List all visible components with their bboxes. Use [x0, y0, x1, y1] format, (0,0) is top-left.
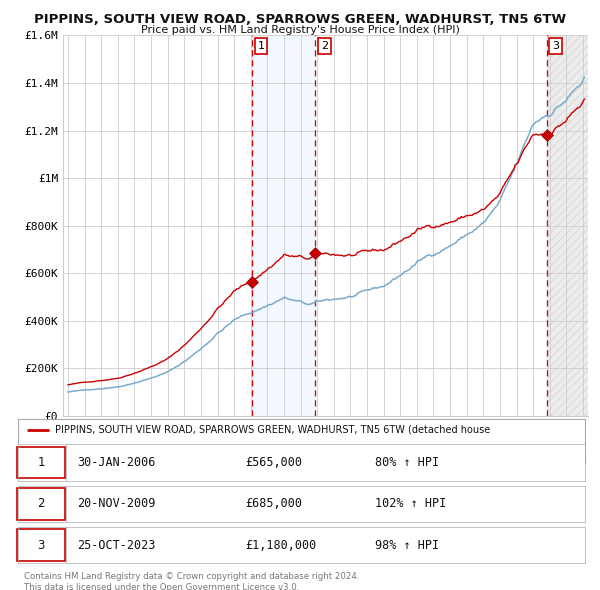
HPI: Average price, detached house, Wealden: (2e+03, 1.9e+05): Average price, detached house, Wealden: … — [166, 367, 173, 374]
Text: 2: 2 — [321, 41, 328, 51]
Bar — [547, 35, 599, 416]
HPI: Average price, detached house, Wealden: (2.01e+03, 4.76e+05): Average price, detached house, Wealden: … — [300, 299, 307, 306]
HPI: Average price, detached house, Wealden: (2e+03, 2.12e+05): Average price, detached house, Wealden: … — [175, 362, 182, 369]
Text: 1: 1 — [257, 41, 265, 51]
FancyBboxPatch shape — [17, 447, 65, 478]
HPI: Average price, detached house, Wealden: (2.02e+03, 6.74e+05): Average price, detached house, Wealden: … — [423, 252, 430, 259]
HPI: Average price, detached house, Wealden: (2.03e+03, 1.42e+06): Average price, detached house, Wealden: … — [581, 74, 588, 81]
Text: 3: 3 — [552, 41, 559, 51]
Text: PIPPINS, SOUTH VIEW ROAD, SPARROWS GREEN, WADHURST, TN5 6TW (detached house: PIPPINS, SOUTH VIEW ROAD, SPARROWS GREEN… — [55, 425, 490, 435]
HPI: Average price, detached house, Wealden: (2e+03, 1.01e+05): Average price, detached house, Wealden: … — [64, 388, 71, 395]
Text: 1: 1 — [37, 456, 45, 469]
Text: Price paid vs. HM Land Registry's House Price Index (HPI): Price paid vs. HM Land Registry's House … — [140, 25, 460, 35]
Text: PIPPINS, SOUTH VIEW ROAD, SPARROWS GREEN, WADHURST, TN5 6TW: PIPPINS, SOUTH VIEW ROAD, SPARROWS GREEN… — [34, 13, 566, 26]
HPI: Average price, detached house, Wealden: (2e+03, 1.76e+05): Average price, detached house, Wealden: … — [158, 371, 166, 378]
Text: £685,000: £685,000 — [245, 497, 302, 510]
PIPPINS, SOUTH VIEW ROAD, SPARROWS GREEN, WADHURST, TN5 6TW (detached house — [574, 104, 581, 112]
FancyBboxPatch shape — [17, 488, 65, 520]
PIPPINS, SOUTH VIEW ROAD, SPARROWS GREEN, WADHURST, TN5 6TW (detached house — [166, 353, 173, 360]
Bar — [547, 35, 599, 416]
PIPPINS, SOUTH VIEW ROAD, SPARROWS GREEN, WADHURST, TN5 6TW (detached house — [64, 381, 71, 388]
Bar — [252, 35, 316, 416]
Text: 2: 2 — [37, 497, 45, 510]
Text: HPI: Average price, detached house, Wealden: HPI: Average price, detached house, Weal… — [55, 448, 278, 458]
Text: Contains HM Land Registry data © Crown copyright and database right 2024.
This d: Contains HM Land Registry data © Crown c… — [24, 572, 359, 590]
Text: 102% ↑ HPI: 102% ↑ HPI — [375, 497, 446, 510]
PIPPINS, SOUTH VIEW ROAD, SPARROWS GREEN, WADHURST, TN5 6TW (detached house — [423, 222, 430, 229]
PIPPINS, SOUTH VIEW ROAD, SPARROWS GREEN, WADHURST, TN5 6TW (detached house — [158, 358, 166, 365]
Text: 3: 3 — [38, 539, 45, 552]
Text: 80% ↑ HPI: 80% ↑ HPI — [375, 456, 439, 469]
Text: £1,180,000: £1,180,000 — [245, 539, 316, 552]
Text: £565,000: £565,000 — [245, 456, 302, 469]
Text: 20-NOV-2009: 20-NOV-2009 — [77, 497, 156, 510]
PIPPINS, SOUTH VIEW ROAD, SPARROWS GREEN, WADHURST, TN5 6TW (detached house — [300, 254, 307, 261]
HPI: Average price, detached house, Wealden: (2.03e+03, 1.38e+06): Average price, detached house, Wealden: … — [574, 83, 581, 90]
Text: 30-JAN-2006: 30-JAN-2006 — [77, 456, 156, 469]
Text: 98% ↑ HPI: 98% ↑ HPI — [375, 539, 439, 552]
PIPPINS, SOUTH VIEW ROAD, SPARROWS GREEN, WADHURST, TN5 6TW (detached house — [175, 347, 182, 354]
Line: HPI: Average price, detached house, Wealden: HPI: Average price, detached house, Weal… — [68, 77, 584, 392]
Line: PIPPINS, SOUTH VIEW ROAD, SPARROWS GREEN, WADHURST, TN5 6TW (detached house: PIPPINS, SOUTH VIEW ROAD, SPARROWS GREEN… — [68, 99, 584, 385]
FancyBboxPatch shape — [17, 529, 65, 561]
Text: 25-OCT-2023: 25-OCT-2023 — [77, 539, 156, 552]
PIPPINS, SOUTH VIEW ROAD, SPARROWS GREEN, WADHURST, TN5 6TW (detached house — [581, 96, 588, 103]
